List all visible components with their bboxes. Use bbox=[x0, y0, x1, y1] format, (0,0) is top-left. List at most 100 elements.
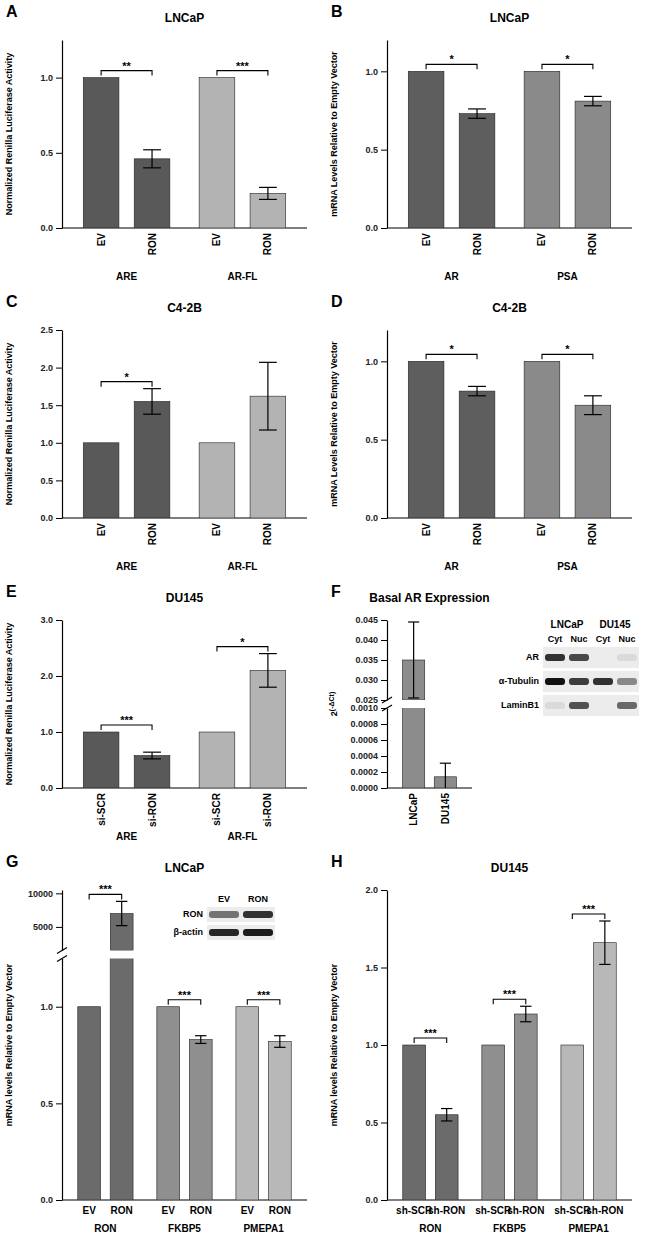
panel-letter: G bbox=[6, 853, 18, 870]
chart-title: C4-2B bbox=[167, 301, 202, 315]
y-axis-line bbox=[62, 621, 63, 789]
y-tick-mark bbox=[381, 620, 387, 621]
plot: C4-2BNormalized Renilla Luciferase Activ… bbox=[4, 301, 307, 572]
y-tick-mark bbox=[381, 968, 387, 969]
panel: DC4-2BmRNA Levels Relative to Empty Vect… bbox=[329, 293, 632, 572]
group-label: PSA bbox=[557, 561, 578, 572]
chart-title: DU145 bbox=[166, 591, 204, 605]
bar bbox=[459, 114, 495, 228]
error-bar-line bbox=[151, 150, 152, 168]
error-bar-line bbox=[267, 362, 268, 430]
bar bbox=[593, 943, 616, 1200]
y-tick: 0.025 bbox=[355, 695, 387, 705]
x-tick-label: sh-RON bbox=[428, 1205, 465, 1216]
y-tick: 0.0000 bbox=[350, 783, 387, 793]
x-tick-label: EV bbox=[211, 523, 222, 537]
chart-title: LNCaP bbox=[490, 11, 529, 25]
blot-strip bbox=[543, 671, 639, 692]
y-tick-mark bbox=[56, 927, 62, 928]
error-bar-cap bbox=[116, 925, 127, 926]
error-bar-cap bbox=[195, 1035, 206, 1036]
error-bar-cap bbox=[259, 653, 277, 654]
y-tick-mark bbox=[381, 1045, 387, 1046]
y-tick-label: 10000 bbox=[28, 889, 53, 899]
error-bar-cap bbox=[468, 395, 486, 396]
y-tick-mark bbox=[56, 480, 62, 481]
y-tick-label: 0.5 bbox=[40, 1099, 53, 1109]
blot-band bbox=[545, 678, 565, 685]
bar bbox=[575, 405, 611, 518]
group-label: RON bbox=[94, 1223, 116, 1234]
error-bar-cap bbox=[143, 414, 161, 415]
y-tick-mark bbox=[381, 1123, 387, 1124]
blot-band bbox=[569, 654, 589, 661]
blot-row-label: LaminB1 bbox=[501, 700, 539, 710]
y-axis: 0.00.51.01.52.0 bbox=[365, 885, 387, 1205]
y-tick: 0.0 bbox=[40, 783, 62, 793]
bar bbox=[157, 1007, 180, 1200]
y-tick-label: 0.030 bbox=[355, 675, 378, 685]
y-tick: 2.0 bbox=[40, 671, 62, 681]
y-tick: 2.0 bbox=[40, 363, 62, 373]
y-tick-label: 1.0 bbox=[40, 73, 53, 83]
y-tick-mark bbox=[381, 71, 387, 72]
y-tick: 2.0 bbox=[365, 885, 387, 895]
y-tick: 0.5 bbox=[365, 145, 387, 155]
group-label: PMEPA1 bbox=[243, 1223, 284, 1234]
y-axis-label: mRNA Levels Relative to Empty Vector bbox=[329, 341, 339, 507]
panel-letter: F bbox=[331, 583, 341, 600]
y-tick-mark bbox=[381, 756, 387, 757]
error-bar-cap bbox=[408, 697, 419, 698]
y-tick-label: 0.5 bbox=[365, 1118, 378, 1128]
error-bar-line bbox=[121, 901, 122, 925]
group-label: RON bbox=[419, 1223, 441, 1234]
blot-lane-label: RON bbox=[248, 894, 268, 904]
y-tick-mark bbox=[56, 368, 62, 369]
error-bar-cap bbox=[259, 187, 277, 188]
x-tick-label: sh-RON bbox=[586, 1205, 623, 1216]
y-tick-mark bbox=[381, 440, 387, 441]
x-tick-label: EV bbox=[536, 523, 547, 537]
group-label: PSA bbox=[557, 271, 578, 282]
y-tick: 1.0 bbox=[365, 1040, 387, 1050]
error-bar-cap bbox=[441, 1120, 452, 1121]
y-tick: 0.0004 bbox=[350, 751, 387, 761]
y-tick-mark bbox=[56, 788, 62, 789]
significance-label: ** bbox=[122, 60, 131, 72]
bars bbox=[403, 622, 425, 700]
x-tick-label: RON bbox=[262, 523, 273, 545]
error-bar-line bbox=[592, 96, 593, 105]
blot-band bbox=[209, 911, 239, 918]
chart-title: DU145 bbox=[491, 861, 529, 875]
blot-lane-label: Cyt bbox=[596, 634, 611, 644]
x-tick-label: si-SCR bbox=[211, 792, 222, 826]
blot-row-label: β-actin bbox=[174, 927, 204, 937]
blot-band bbox=[209, 929, 239, 936]
x-tick-label: sh-RON bbox=[507, 1205, 544, 1216]
error-bar-line bbox=[525, 1006, 526, 1022]
y-tick-mark bbox=[381, 724, 387, 725]
blot: LNCaPDU145CytNucCytNucARα-TubulinLaminB1 bbox=[499, 619, 639, 716]
y-axis: 0.01.02.03.0 bbox=[40, 615, 62, 793]
x-tick-label: RON bbox=[147, 523, 158, 545]
y-axis-label: mRNA levels Relative to Empty Vector bbox=[4, 963, 14, 1126]
group-label: FKBP5 bbox=[493, 1223, 526, 1234]
y-tick-label: 0.0 bbox=[365, 223, 378, 233]
error-bar-line bbox=[151, 752, 152, 759]
y-tick: 3.0 bbox=[40, 615, 62, 625]
error-bar-cap bbox=[584, 105, 602, 106]
bar bbox=[575, 101, 611, 228]
y-axis-label: Normalized Renilla Luciferase Activity bbox=[4, 623, 14, 786]
y-tick-mark bbox=[381, 660, 387, 661]
error-bar-line bbox=[151, 389, 152, 415]
bar bbox=[199, 443, 235, 518]
y-tick: 0.5 bbox=[40, 148, 62, 158]
error-bar bbox=[259, 654, 277, 688]
x-tick-label: EV bbox=[241, 1205, 255, 1216]
bars bbox=[403, 708, 457, 788]
y-tick: 0.0008 bbox=[350, 719, 387, 729]
blot-lane-label: Nuc bbox=[570, 634, 587, 644]
error-bar-cap bbox=[408, 621, 419, 622]
y-tick: 0.035 bbox=[355, 655, 387, 665]
y-tick: 1.0 bbox=[40, 438, 62, 448]
